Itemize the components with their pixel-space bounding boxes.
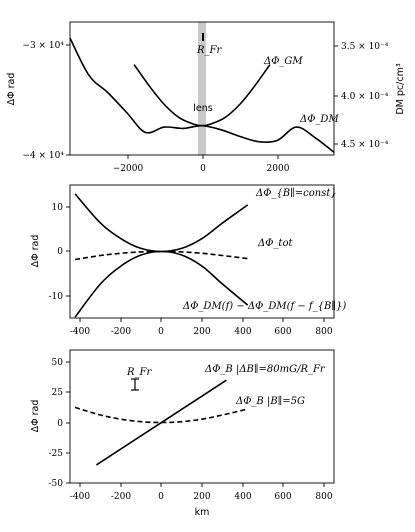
p3-xtick-label: 200 — [193, 492, 210, 502]
p3-series-label-grad: ΔΦ_B |ΔB∥=80mG/R_Fr — [204, 363, 326, 375]
p3-yticks: 50 25 0 -25 -50 — [49, 358, 70, 489]
p1-ytick-right-label: 3.5 × 10⁻⁴ — [341, 42, 389, 52]
panel-1-series — [69, 37, 335, 153]
series-line — [74, 406, 248, 424]
p1-xtick-label: −2000 — [113, 164, 144, 174]
p2-series-label-const: ΔΦ_{B∥=const} — [255, 187, 337, 199]
panel-1: −2000 0 2000 −3 × 10⁴ −4 × 10⁴ ΔΦ rad 3.… — [6, 21, 406, 174]
p1-ytick-label: −3 × 10⁴ — [22, 41, 64, 51]
lens-label: lens — [193, 103, 213, 114]
p2-ytick-label: 10 — [52, 203, 64, 213]
p1-ytick-right-label: 4.5 × 10⁻⁴ — [341, 140, 389, 150]
p3-ylabel: ΔΦ rad — [30, 400, 41, 433]
p3-xtick-label: 800 — [315, 492, 332, 502]
p2-yticks: 10 0 -10 — [49, 203, 70, 302]
p3-xlabel: km — [195, 507, 210, 518]
p3-ytick-label: 0 — [57, 419, 63, 429]
panel-3-series — [74, 379, 248, 466]
p2-xtick-label: 600 — [274, 327, 291, 337]
series-line — [69, 37, 335, 153]
p3-ytick-label: 25 — [52, 388, 64, 398]
p2-series-label-tot: ΔΦ_tot — [257, 238, 293, 249]
p2-xtick-label: -400 — [70, 327, 90, 337]
series-line — [74, 250, 249, 318]
panel-1-frame — [69, 21, 335, 156]
p1-ylabel-right: DM pc/cm³ — [395, 63, 406, 114]
p2-series-label-dm: ΔΦ_DM(f) − ΔΦ_DM(f − f_{B∥}) — [182, 300, 346, 312]
p3-xticks: -400 -200 0 200 400 600 800 — [70, 483, 333, 502]
p3-xtick-label: -400 — [70, 492, 90, 502]
p3-ytick-label: -25 — [49, 449, 64, 459]
p3-xtick-label: 0 — [158, 492, 164, 502]
p2-xticks: -400 -200 0 200 400 600 800 — [70, 318, 333, 337]
p3-xtick-label: -200 — [111, 492, 131, 502]
p2-ytick-label: -10 — [49, 292, 64, 302]
p3-xtick-label: 400 — [234, 492, 251, 502]
panel-2: -400 -200 0 200 400 600 800 10 0 -10 ΔΦ … — [30, 184, 346, 337]
p3-rfr-bar — [131, 378, 139, 391]
lens-band — [198, 22, 206, 155]
p2-xtick-label: 400 — [234, 327, 251, 337]
p1-series-label-dm: ΔΦ_DM — [299, 114, 339, 125]
series-line — [74, 250, 248, 261]
p2-xtick-label: 0 — [158, 327, 164, 337]
p1-xtick-label: 0 — [200, 164, 206, 174]
p2-xtick-label: 800 — [315, 327, 332, 337]
p1-xtick-label: 2000 — [267, 164, 290, 174]
series-line — [74, 193, 249, 253]
p1-ytick-right-label: 4.0 × 10⁻⁴ — [341, 92, 389, 102]
p1-series-label-gm: ΔΦ_GM — [263, 56, 303, 67]
p1-ylabel-left: ΔΦ rad — [6, 73, 17, 106]
p2-ytick-label: 0 — [57, 247, 63, 257]
panel-3: -400 -200 0 200 400 600 800 km 50 25 0 -… — [30, 349, 335, 518]
p1-ytick-label: −4 × 10⁴ — [22, 151, 64, 161]
p3-series-label-const: ΔΦ_B |B∥=5G — [235, 395, 305, 407]
p3-rfr-label: R_Fr — [126, 367, 152, 378]
p2-ylabel: ΔΦ rad — [30, 235, 41, 268]
p1-rfr-label: R_Fr — [196, 45, 222, 56]
p3-xtick-label: 600 — [274, 492, 291, 502]
panel-2-frame — [69, 184, 335, 319]
p3-ytick-label: 50 — [52, 358, 64, 368]
p2-xtick-label: -200 — [111, 327, 131, 337]
p2-xtick-label: 200 — [193, 327, 210, 337]
panel-2-series — [74, 193, 249, 318]
p3-ytick-label: -50 — [49, 479, 64, 489]
